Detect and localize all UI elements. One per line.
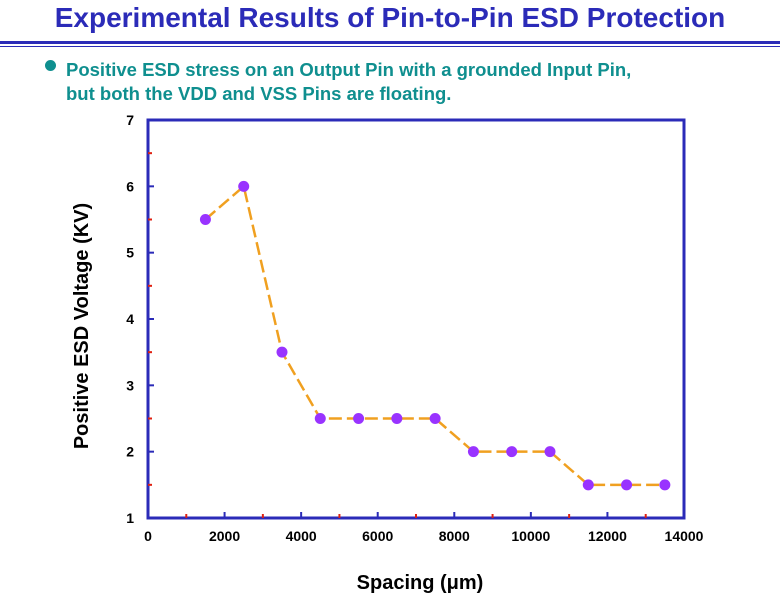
x-tick-label: 2000 [209, 528, 240, 544]
x-tick-label: 14000 [665, 528, 704, 544]
x-axis-label: Spacing (μm) [357, 572, 484, 594]
x-tick-label: 8000 [439, 528, 470, 544]
series-layer [199, 180, 671, 491]
x-tick-label: 0 [144, 528, 152, 544]
data-point [429, 413, 441, 424]
data-point [276, 346, 288, 358]
title-rule-thick [0, 41, 780, 44]
y-tick-label: 6 [126, 178, 134, 194]
bullet-line-2: but both the VDD and VSS Pins are floati… [66, 83, 452, 104]
data-point [391, 413, 403, 424]
data-point [582, 479, 594, 491]
slide-title: Experimental Results of Pin-to-Pin ESD P… [54, 2, 726, 33]
data-point [506, 446, 518, 458]
x-tick-label: 6000 [362, 528, 393, 544]
data-point [621, 479, 633, 491]
data-point [238, 180, 250, 192]
y-tick-label: 1 [126, 510, 134, 526]
data-point [314, 413, 326, 424]
bullet-line-1: Positive ESD stress on an Output Pin wit… [66, 59, 632, 80]
plot-frame [146, 118, 686, 520]
x-tick-label: 12000 [588, 528, 627, 544]
y-tick-label: 7 [126, 112, 134, 128]
bullet-text: Positive ESD stress on an Output Pin wit… [66, 58, 766, 106]
data-point [467, 446, 479, 458]
y-tick-label: 4 [126, 311, 134, 327]
data-point [353, 413, 365, 424]
data-point [544, 446, 556, 458]
axes-layer: 0 2000 4000 6000 8000 10000 12000 14000 1 2 3 4 5 6 7 [126, 112, 703, 544]
bullet-icon [45, 60, 56, 71]
y-tick-label: 3 [126, 377, 134, 393]
y-tick-label: 5 [126, 245, 134, 261]
data-point [199, 214, 211, 225]
series-line [204, 184, 665, 487]
data-point [659, 479, 671, 491]
title-rule-thin [0, 46, 780, 47]
y-axis-label: Positive ESD Voltage (KV) [71, 203, 93, 449]
x-tick-label: 4000 [286, 528, 317, 544]
x-tick-label: 10000 [511, 528, 550, 544]
y-tick-label: 2 [126, 444, 134, 460]
